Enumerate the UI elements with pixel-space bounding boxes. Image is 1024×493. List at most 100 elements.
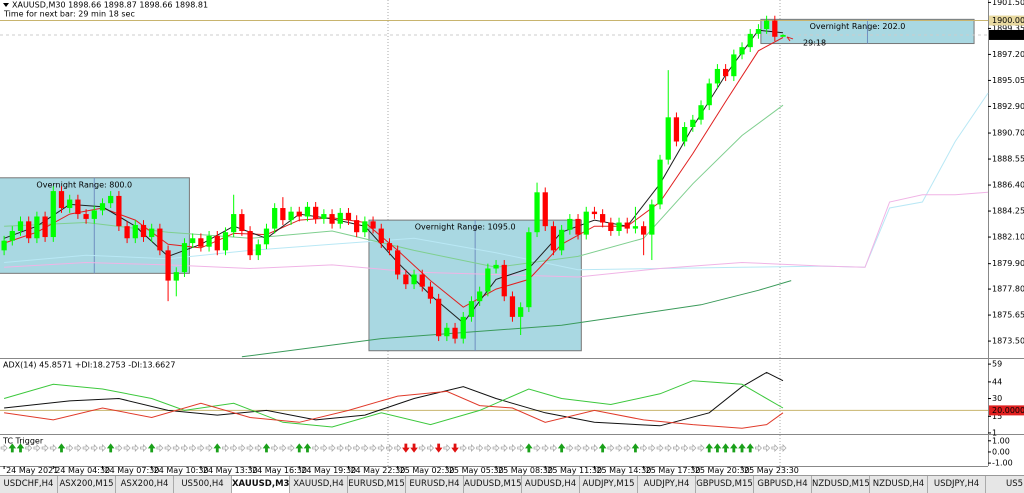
candle-body xyxy=(542,192,548,227)
signal-arrow xyxy=(336,444,344,452)
chart-tab[interactable]: AUDUSD,M15 xyxy=(464,476,522,493)
candle-body xyxy=(239,214,245,232)
chart-tab[interactable]: XAUUSD,H4 xyxy=(290,476,348,493)
signal-arrow xyxy=(664,444,672,452)
x-tick-label: 25 May 20:30 xyxy=(695,466,750,475)
y-tick-label: 59 xyxy=(992,360,1002,369)
chart-tab[interactable]: ASX200,M15 xyxy=(58,476,116,493)
y-tick-label: 1901.50 xyxy=(992,0,1024,7)
signal-arrow xyxy=(213,443,222,453)
x-tick-label: 25 May 11:30 xyxy=(547,466,602,475)
indicator-line xyxy=(241,280,792,358)
signal-arrow xyxy=(123,444,131,452)
candle-body xyxy=(296,211,302,217)
signal-arrow xyxy=(550,444,558,452)
signal-arrow xyxy=(16,443,25,453)
signal-arrow xyxy=(386,444,394,452)
signal-arrow xyxy=(328,444,336,452)
chart-tab[interactable]: USDCHF,H4 xyxy=(0,476,58,493)
x-tick-label: 24 May 16:30 xyxy=(252,466,307,475)
signal-arrow xyxy=(90,444,98,452)
chart-tab[interactable]: AUDJPY,H4 xyxy=(638,476,696,493)
indicator-line xyxy=(4,191,989,278)
candle-body xyxy=(263,228,270,245)
candle-body xyxy=(50,191,56,238)
chart-tab[interactable]: EURUSD,M15 xyxy=(348,476,406,493)
candle-body xyxy=(509,296,516,317)
signal-arrow xyxy=(443,444,451,452)
signal-arrow xyxy=(459,444,467,452)
x-tick-label: 25 May 02:30 xyxy=(400,466,455,475)
signal-arrow xyxy=(541,444,549,452)
chart-tab[interactable]: AUDUSD,H4 xyxy=(522,476,580,493)
indicator-title: ADX(14) 45.8571 +DI:18.2753 -DI:13.6627 xyxy=(3,361,175,370)
signal-arrow xyxy=(631,443,640,453)
indicator-line xyxy=(4,390,784,429)
candle-body xyxy=(99,203,106,211)
signal-arrow xyxy=(468,444,476,452)
signal-arrow xyxy=(164,444,172,452)
candle-body xyxy=(58,191,65,209)
candle-body xyxy=(747,33,753,48)
signal-arrow xyxy=(287,444,295,452)
signal-arrow xyxy=(640,444,648,452)
chart-tab[interactable]: US500,H4 xyxy=(174,476,232,493)
chart-title: XAUUSD,M30 1898.66 1898.87 1898.66 1898.… xyxy=(12,1,208,10)
signal-arrow xyxy=(131,444,139,452)
signal-arrow xyxy=(705,443,714,453)
candle-body xyxy=(411,274,417,285)
candle-body xyxy=(419,274,425,287)
signal-arrow xyxy=(721,443,730,453)
signal-arrow xyxy=(492,444,500,452)
signal-arrow xyxy=(140,444,148,452)
y-tick-label: 1877.80 xyxy=(992,285,1024,294)
signal-arrow xyxy=(656,444,664,452)
candle-body xyxy=(165,250,171,281)
candle-body xyxy=(149,228,155,238)
candle-body xyxy=(706,83,712,106)
chart-tab[interactable]: USDJPY,H4 xyxy=(928,476,986,493)
chart-tab[interactable]: ASX200,H4 xyxy=(116,476,174,493)
signal-arrow xyxy=(377,444,385,452)
signal-arrow xyxy=(303,443,312,453)
chart-tab[interactable]: NZDUSD,M15 xyxy=(812,476,870,493)
candle-body xyxy=(83,214,89,219)
signal-arrow xyxy=(779,444,787,452)
candle-body xyxy=(395,250,401,275)
candle-body xyxy=(526,232,532,308)
candle-body xyxy=(337,212,343,224)
chart-tab[interactable]: GBPUSD,M15 xyxy=(696,476,754,493)
signal-arrow xyxy=(197,444,205,452)
candle-body xyxy=(362,221,368,233)
signal-arrow xyxy=(57,443,66,453)
signal-arrow xyxy=(99,444,107,452)
chart-tab[interactable]: NZDUSD,H4 xyxy=(870,476,928,493)
candle-body xyxy=(501,264,507,297)
range-label: Overnight Range: 202.0 xyxy=(810,22,906,31)
candle-body xyxy=(255,244,261,256)
x-tick-label: 24 May 22:30 xyxy=(350,466,405,475)
signal-arrow xyxy=(681,444,689,452)
signal-arrow xyxy=(418,444,426,452)
chart-tab[interactable]: US5 xyxy=(986,476,1024,493)
signal-arrow xyxy=(427,444,435,452)
chart-tab[interactable]: XAUUSD,M30 xyxy=(232,476,290,493)
signal-arrow xyxy=(41,444,49,452)
candle-body xyxy=(214,235,220,251)
candle-body xyxy=(403,274,409,285)
candle-body xyxy=(42,216,48,238)
chart-tab[interactable]: GBPUSD,H4 xyxy=(754,476,812,493)
candle-body xyxy=(272,208,278,229)
signal-arrow xyxy=(246,444,254,452)
signal-arrow xyxy=(66,444,74,452)
candle-body xyxy=(75,199,81,215)
signal-arrow xyxy=(82,444,90,452)
chart-tab[interactable]: EURUSD,H4 xyxy=(406,476,464,493)
chart-tab[interactable]: AUDJPY,M15 xyxy=(580,476,638,493)
signal-arrow xyxy=(713,443,722,453)
candle-body xyxy=(17,221,24,232)
candle-body xyxy=(181,243,188,273)
candle-body xyxy=(116,195,122,227)
candle-body xyxy=(673,117,680,142)
signal-arrow xyxy=(262,443,271,453)
